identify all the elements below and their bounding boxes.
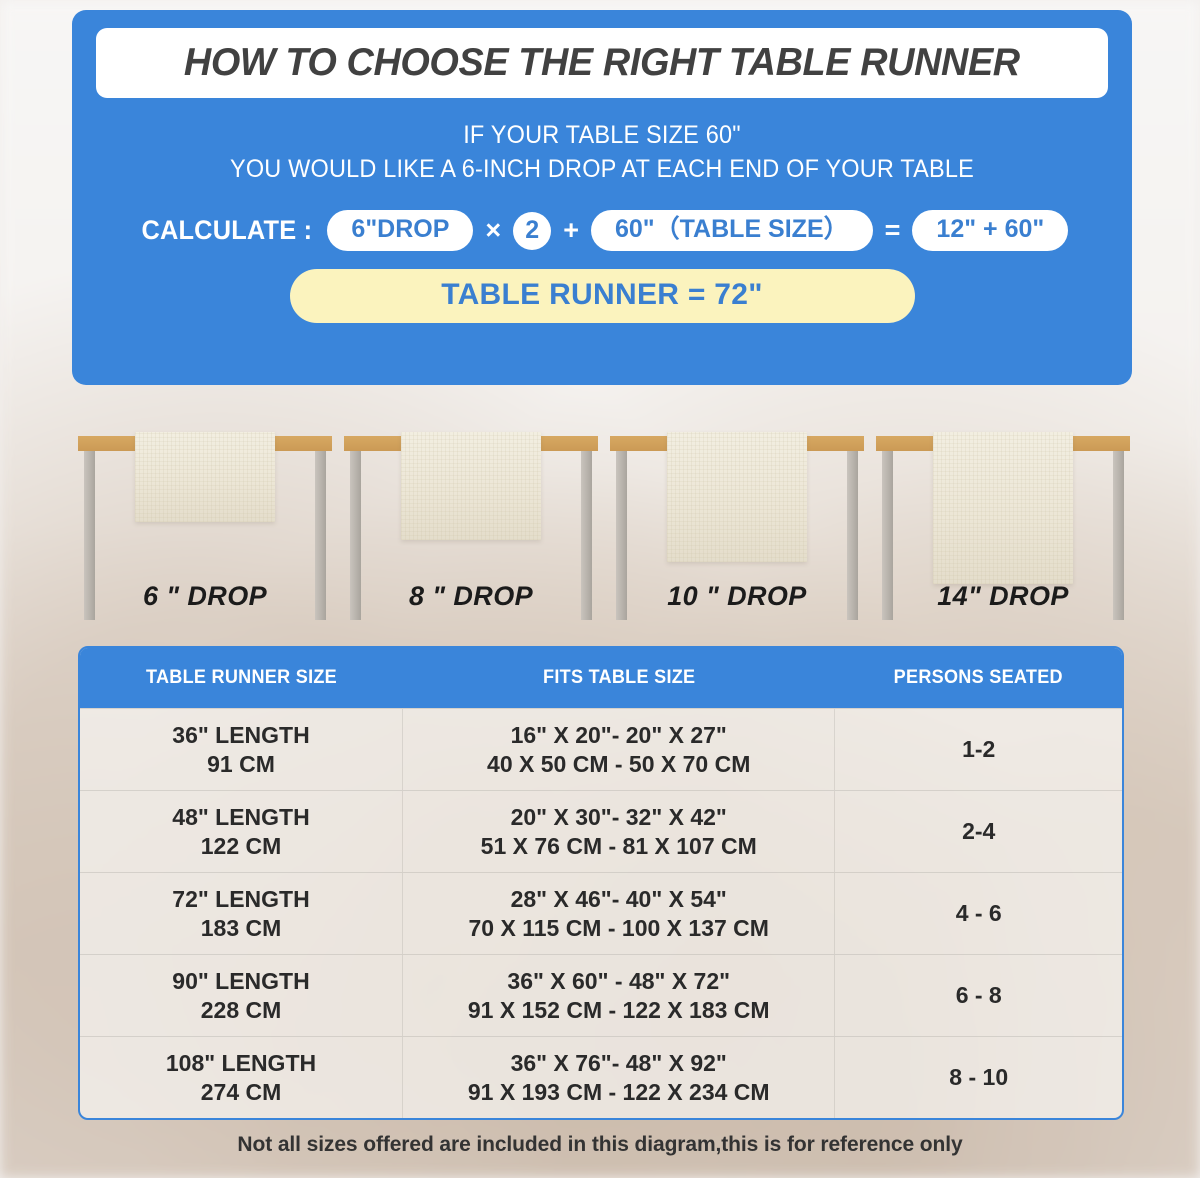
calculation-panel: HOW TO CHOOSE THE RIGHT TABLE RUNNER IF … [72, 10, 1132, 385]
fits-size-cm: 40 X 50 CM - 50 X 70 CM [487, 750, 751, 777]
fits-size-inches: 28" X 46"- 40" X 54" [510, 885, 727, 912]
fits-size-inches: 36" X 60" - 48" X 72" [507, 967, 731, 994]
table-row: 108" LENGTH 274 CM 36" X 76"- 48" X 92" … [80, 1036, 1122, 1118]
table-row: 72" LENGTH 183 CM 28" X 46"- 40" X 54" 7… [80, 872, 1122, 954]
size-chart-table: TABLE RUNNER SIZE FITS TABLE SIZE PERSON… [78, 646, 1124, 1120]
table-runner-fabric-icon [933, 432, 1073, 584]
subtitle: IF YOUR TABLE SIZE 60" YOU WOULD LIKE A … [126, 118, 1077, 186]
runner-size-inches: 108" LENGTH [165, 1049, 317, 1076]
runner-size-cm: 122 CM [200, 832, 282, 859]
column-header-runner-size: TABLE RUNNER SIZE [145, 667, 338, 688]
drop-illustration-14: 14" DROP [870, 420, 1136, 620]
drop-illustration-10: 10 " DROP [604, 420, 870, 620]
sum-pill: 12" + 60" [912, 210, 1069, 251]
runner-size-inches: 72" LENGTH [172, 885, 310, 912]
drop-label: 6 " DROP [142, 581, 268, 611]
table-leg-icon [315, 451, 326, 620]
cell-persons-seated: 8 - 10 [835, 1037, 1122, 1118]
fits-size-inches: 36" X 76"- 48" X 92" [510, 1049, 727, 1076]
calculate-label: CALCULATE : [141, 215, 312, 245]
calculation-row: CALCULATE : 6"DROP × 2 + 60"（TABLE SIZE）… [96, 210, 1108, 251]
table-leg-icon [581, 451, 592, 620]
subtitle-line-2: YOU WOULD LIKE A 6-INCH DROP AT EACH END… [229, 155, 975, 183]
persons-seated-value: 2-4 [962, 818, 996, 844]
runner-size-cm: 91 CM [207, 750, 275, 777]
cell-persons-seated: 2-4 [835, 791, 1122, 872]
runner-size-inches: 48" LENGTH [172, 803, 310, 830]
persons-seated-value: 6 - 8 [955, 982, 1002, 1008]
multiplier-badge: 2 [513, 211, 552, 250]
cell-runner-size: 90" LENGTH 228 CM [80, 955, 404, 1036]
table-runner-fabric-icon [667, 432, 807, 562]
cell-runner-size: 72" LENGTH 183 CM [80, 873, 404, 954]
drop-illustration-6: 6 " DROP [72, 420, 338, 620]
table-runner-fabric-icon [135, 432, 275, 522]
result-row: TABLE RUNNER = 72" [96, 269, 1108, 323]
cell-runner-size: 36" LENGTH 91 CM [80, 709, 404, 790]
table-runner-fabric-icon [401, 432, 541, 540]
table-size-pill: 60"（TABLE SIZE） [590, 210, 873, 251]
table-leg-icon [350, 451, 361, 620]
cell-persons-seated: 1-2 [835, 709, 1122, 790]
cell-fits-table-size: 20" X 30"- 32" X 42" 51 X 76 CM - 81 X 1… [403, 791, 836, 872]
drop-illustrations: 6 " DROP 8 " DROP 10 " DROP 14" DROP [72, 420, 1136, 620]
table-leg-icon [847, 451, 858, 620]
drop-illustration-8: 8 " DROP [338, 420, 604, 620]
table-row: 36" LENGTH 91 CM 16" X 20"- 20" X 27" 40… [80, 708, 1122, 790]
plus-icon: + [563, 215, 579, 245]
column-header-fits-table-size: FITS TABLE SIZE [543, 667, 696, 688]
drop-value-pill: 6"DROP [327, 210, 474, 251]
cell-runner-size: 48" LENGTH 122 CM [80, 791, 404, 872]
persons-seated-value: 4 - 6 [955, 900, 1002, 926]
drop-label: 8 " DROP [408, 581, 534, 611]
table-leg-icon [882, 451, 893, 620]
page-title: HOW TO CHOOSE THE RIGHT TABLE RUNNER [184, 41, 1020, 84]
runner-size-cm: 228 CM [200, 996, 282, 1023]
fits-size-inches: 20" X 30"- 32" X 42" [510, 803, 727, 830]
runner-size-inches: 90" LENGTH [172, 967, 310, 994]
table-leg-icon [616, 451, 627, 620]
equals-icon: = [884, 215, 901, 245]
runner-size-cm: 274 CM [200, 1078, 282, 1105]
cell-fits-table-size: 16" X 20"- 20" X 27" 40 X 50 CM - 50 X 7… [403, 709, 836, 790]
runner-size-cm: 183 CM [200, 914, 282, 941]
disclaimer-note: Not all sizes offered are included in th… [237, 1133, 963, 1156]
fits-size-inches: 16" X 20"- 20" X 27" [510, 721, 727, 748]
cell-persons-seated: 6 - 8 [835, 955, 1122, 1036]
persons-seated-value: 8 - 10 [949, 1064, 1009, 1090]
table-row: 48" LENGTH 122 CM 20" X 30"- 32" X 42" 5… [80, 790, 1122, 872]
column-header-persons-seated: PERSONS SEATED [894, 667, 1064, 688]
fits-size-cm: 70 X 115 CM - 100 X 137 CM [468, 914, 769, 941]
fits-size-cm: 51 X 76 CM - 81 X 107 CM [480, 832, 757, 859]
table-row: 90" LENGTH 228 CM 36" X 60" - 48" X 72" … [80, 954, 1122, 1036]
fits-size-cm: 91 X 152 CM - 122 X 183 CM [467, 996, 770, 1023]
result-banner: TABLE RUNNER = 72" [289, 269, 915, 323]
title-box: HOW TO CHOOSE THE RIGHT TABLE RUNNER [96, 28, 1108, 98]
runner-size-inches: 36" LENGTH [172, 721, 310, 748]
drop-label: 10 " DROP [667, 581, 807, 611]
fits-size-cm: 91 X 193 CM - 122 X 234 CM [467, 1078, 770, 1105]
cell-runner-size: 108" LENGTH 274 CM [80, 1037, 404, 1118]
table-header-row: TABLE RUNNER SIZE FITS TABLE SIZE PERSON… [80, 648, 1122, 708]
table-leg-icon [84, 451, 95, 620]
table-leg-icon [1113, 451, 1124, 620]
cell-fits-table-size: 36" X 76"- 48" X 92" 91 X 193 CM - 122 X… [403, 1037, 836, 1118]
drop-label: 14" DROP [937, 581, 1069, 611]
subtitle-line-1: IF YOUR TABLE SIZE 60" [463, 121, 741, 149]
cell-fits-table-size: 36" X 60" - 48" X 72" 91 X 152 CM - 122 … [403, 955, 836, 1036]
cell-fits-table-size: 28" X 46"- 40" X 54" 70 X 115 CM - 100 X… [403, 873, 836, 954]
persons-seated-value: 1-2 [962, 736, 996, 762]
multiply-icon: × [485, 215, 502, 245]
cell-persons-seated: 4 - 6 [835, 873, 1122, 954]
